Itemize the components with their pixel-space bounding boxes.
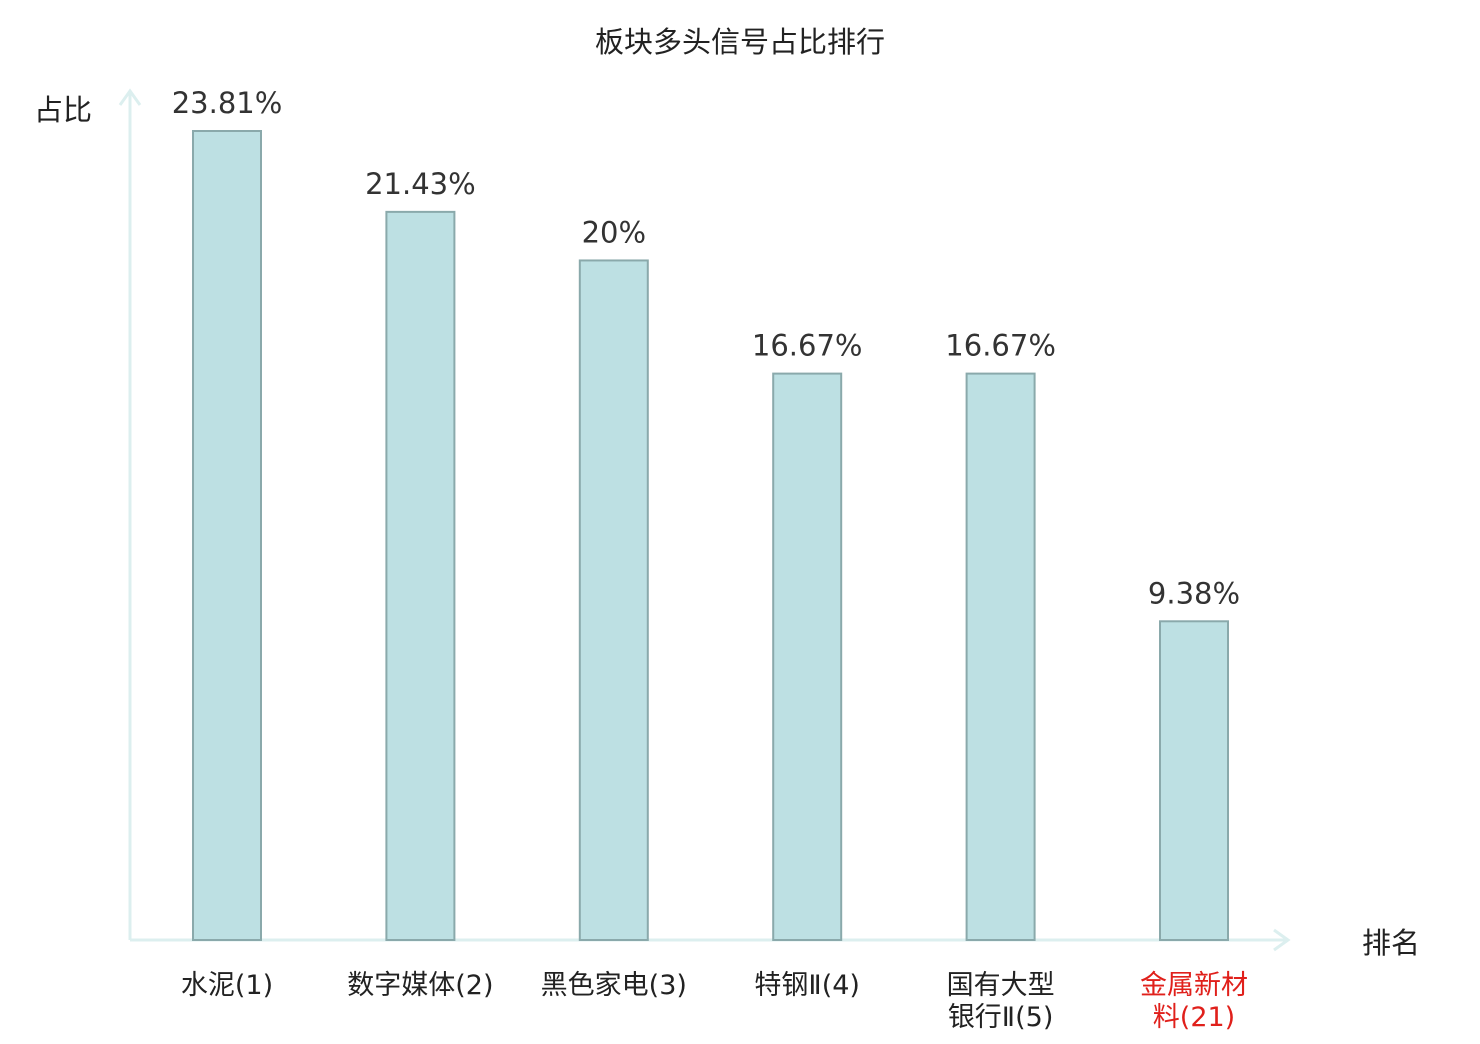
x-axis-label: 排名 bbox=[1362, 926, 1420, 960]
category-tick-label: 特钢Ⅱ(4) bbox=[754, 970, 860, 1001]
category-tick-label: 水泥(1) bbox=[181, 970, 273, 1001]
bar-value-label: 16.67% bbox=[945, 329, 1056, 363]
bar-value-label: 9.38% bbox=[1148, 576, 1240, 610]
bar[interactable] bbox=[578, 259, 649, 941]
category-tick-label: 金属新材 bbox=[1140, 970, 1248, 1001]
category-tick-label: 料(21) bbox=[1153, 1002, 1235, 1033]
bar[interactable] bbox=[965, 372, 1036, 941]
category-tick-label: 银行Ⅱ(5) bbox=[948, 1002, 1054, 1033]
category-tick-label: 黑色家电(3) bbox=[541, 970, 687, 1001]
y-axis-arrow bbox=[118, 88, 142, 106]
value-labels: 23.81% 21.43% 20% 16.67% 16.67% 9.38% bbox=[172, 86, 1240, 610]
y-axis-label: 占比 bbox=[34, 93, 92, 127]
bar[interactable] bbox=[1159, 620, 1229, 941]
bar-value-label: 21.43% bbox=[365, 167, 476, 201]
bar-value-label: 20% bbox=[582, 215, 646, 249]
bar[interactable] bbox=[192, 130, 262, 941]
bar-value-label: 23.81% bbox=[172, 86, 283, 120]
bar-value-label: 16.67% bbox=[752, 329, 863, 363]
category-tick-label: 国有大型 bbox=[947, 970, 1055, 1001]
bar[interactable] bbox=[385, 210, 456, 941]
axes bbox=[118, 88, 1291, 952]
bar[interactable] bbox=[772, 372, 843, 941]
x-axis-arrow bbox=[1273, 928, 1291, 952]
bars bbox=[192, 130, 1229, 941]
category-tick-label: 数字媒体(2) bbox=[347, 970, 493, 1001]
chart-title: 板块多头信号占比排行 bbox=[595, 25, 885, 59]
